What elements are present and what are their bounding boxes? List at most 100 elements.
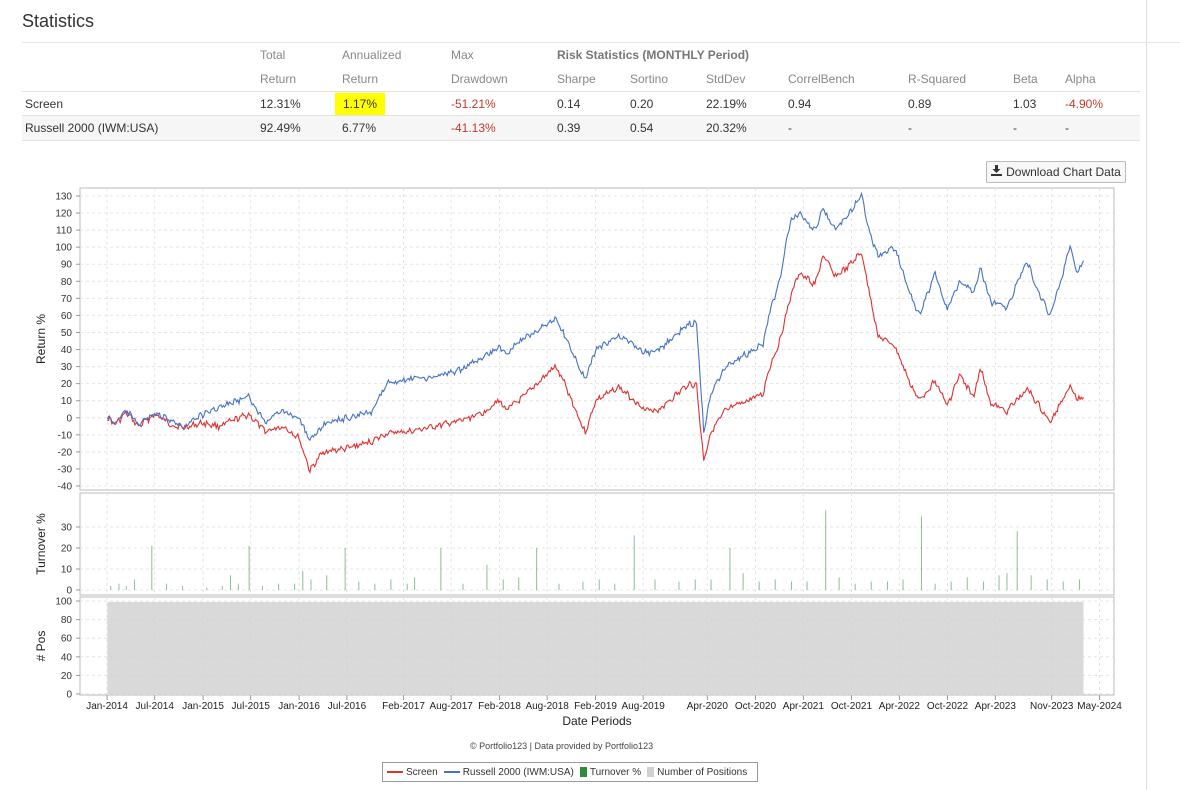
alpha: -4.90% bbox=[1065, 97, 1104, 111]
benchmark-series-line bbox=[106, 191, 1084, 442]
turnover-bar bbox=[326, 575, 328, 590]
legend-label: Turnover % bbox=[589, 766, 642, 778]
turnover-bar bbox=[854, 583, 856, 590]
turnover-bar bbox=[806, 581, 808, 590]
x-tick-label: Jan-2016 bbox=[278, 701, 320, 712]
legend-swatch bbox=[387, 771, 403, 773]
stddev: 22.19% bbox=[706, 97, 747, 111]
beta: - bbox=[1013, 121, 1017, 135]
y-tick-label: 120 bbox=[55, 209, 72, 220]
x-tick-label: Apr-2023 bbox=[975, 701, 1017, 712]
turnover-bar bbox=[294, 583, 296, 590]
turnover-bar bbox=[166, 583, 168, 590]
legend-item[interactable]: Number of Positions bbox=[647, 767, 747, 778]
y-tick-label: -20 bbox=[58, 447, 73, 458]
x-axis-label: Date Periods bbox=[562, 714, 631, 728]
legend-swatch bbox=[579, 767, 587, 777]
y-axis-label: # Pos bbox=[34, 631, 48, 662]
sharpe: 0.14 bbox=[557, 97, 581, 111]
table-row-benchmark: Russell 2000 (IWM:USA) 92.49% 6.77% -41.… bbox=[22, 115, 1140, 141]
turnover-bar bbox=[742, 573, 744, 590]
y-tick-label: 90 bbox=[61, 260, 73, 271]
y-tick-label: 80 bbox=[61, 615, 73, 626]
y-tick-label: 130 bbox=[55, 192, 72, 203]
y-tick-label: 20 bbox=[61, 379, 73, 390]
col-annualized-bottom: Return bbox=[342, 72, 379, 86]
turnover-bar bbox=[694, 579, 696, 590]
turnover-bar bbox=[237, 583, 239, 590]
legend-item[interactable]: Turnover % bbox=[579, 766, 642, 778]
col-max-bottom: Drawdown bbox=[451, 72, 508, 86]
turnover-bar bbox=[229, 575, 231, 590]
turnover-bar bbox=[934, 583, 936, 590]
x-tick-label: Feb-2017 bbox=[382, 701, 425, 712]
turnover-bar bbox=[558, 583, 560, 590]
turnover-bar bbox=[1016, 531, 1018, 590]
turnover-bar bbox=[1079, 579, 1081, 590]
row-name: Russell 2000 (IWM:USA) bbox=[25, 121, 159, 135]
turnover-bar bbox=[502, 579, 504, 590]
x-tick-label: Nov-2023 bbox=[1030, 701, 1074, 712]
y-axis-label: Return % bbox=[34, 314, 48, 364]
turnover-bar bbox=[248, 545, 250, 590]
turnover-bar bbox=[582, 581, 584, 590]
y-tick-label: 60 bbox=[61, 311, 73, 322]
y-tick-label: -10 bbox=[58, 430, 73, 441]
sortino: 0.54 bbox=[630, 121, 654, 135]
legend-swatch bbox=[443, 771, 460, 773]
y-tick-label: 40 bbox=[61, 652, 73, 663]
legend-label: Number of Positions bbox=[657, 766, 748, 778]
screen-series-line bbox=[107, 252, 1084, 475]
download-icon bbox=[991, 165, 1003, 179]
col-sharpe: Sharpe bbox=[557, 72, 596, 86]
y-tick-label: 100 bbox=[55, 243, 72, 254]
y-tick-label: 0 bbox=[66, 690, 72, 701]
turnover-bar bbox=[614, 583, 616, 590]
x-tick-label: Feb-2019 bbox=[574, 701, 617, 712]
legend-item[interactable]: Screen bbox=[387, 767, 438, 778]
legend-label: Russell 2000 (IWM:USA) bbox=[462, 766, 574, 778]
col-total-top: Total bbox=[260, 48, 286, 62]
table-row-screen: Screen 12.31% 1.17% -51.21% 0.14 0.20 22… bbox=[22, 91, 1140, 116]
total-return: 12.31% bbox=[260, 97, 301, 111]
turnover-bar bbox=[118, 583, 120, 590]
turnover-bar bbox=[262, 585, 264, 590]
turnover-bar bbox=[1006, 573, 1008, 590]
page-frame bbox=[1146, 0, 1147, 790]
turnover-bar bbox=[206, 587, 208, 590]
turnover-bar bbox=[440, 548, 442, 590]
turnover-bar bbox=[633, 535, 635, 590]
turnover-bar bbox=[344, 548, 346, 590]
turnover-bar bbox=[774, 579, 776, 590]
x-tick-label: Jul-2015 bbox=[232, 701, 271, 712]
turnover-bar bbox=[110, 585, 112, 590]
turnover-bar bbox=[536, 548, 538, 590]
risk-stats-heading: Risk Statistics (MONTHLY Period) bbox=[557, 48, 750, 62]
total-return: 92.49% bbox=[260, 121, 301, 135]
turnover-bar bbox=[710, 579, 712, 590]
turnover-bar bbox=[902, 579, 904, 590]
turnover-bar bbox=[133, 579, 135, 590]
turnover-bar bbox=[302, 571, 304, 590]
x-tick-label: Oct-2021 bbox=[831, 701, 873, 712]
legend-item[interactable]: Russell 2000 (IWM:USA) bbox=[443, 766, 574, 778]
legend-swatch bbox=[647, 767, 655, 777]
legend-label: Screen bbox=[406, 766, 438, 778]
annualized-return: 6.77% bbox=[342, 121, 377, 135]
turnover-bar bbox=[678, 581, 680, 590]
col-annualized-top: Annualized bbox=[342, 48, 402, 62]
rsquared: - bbox=[908, 121, 912, 135]
download-chart-data-button[interactable]: Download Chart Data bbox=[986, 161, 1126, 183]
turnover-bar bbox=[758, 581, 760, 590]
turnover-bar bbox=[221, 585, 223, 590]
page-title: Statistics bbox=[22, 11, 95, 31]
y-tick-label: 0 bbox=[66, 586, 72, 597]
turnover-bar bbox=[870, 581, 872, 590]
x-tick-label: Aug-2018 bbox=[525, 701, 569, 712]
beta: 1.03 bbox=[1013, 97, 1037, 111]
positions-area bbox=[107, 601, 1084, 694]
y-axis-label: Turnover % bbox=[34, 513, 48, 575]
turnover-bar bbox=[1030, 575, 1032, 590]
turnover-bar bbox=[151, 545, 153, 590]
turnover-bar bbox=[414, 577, 416, 590]
